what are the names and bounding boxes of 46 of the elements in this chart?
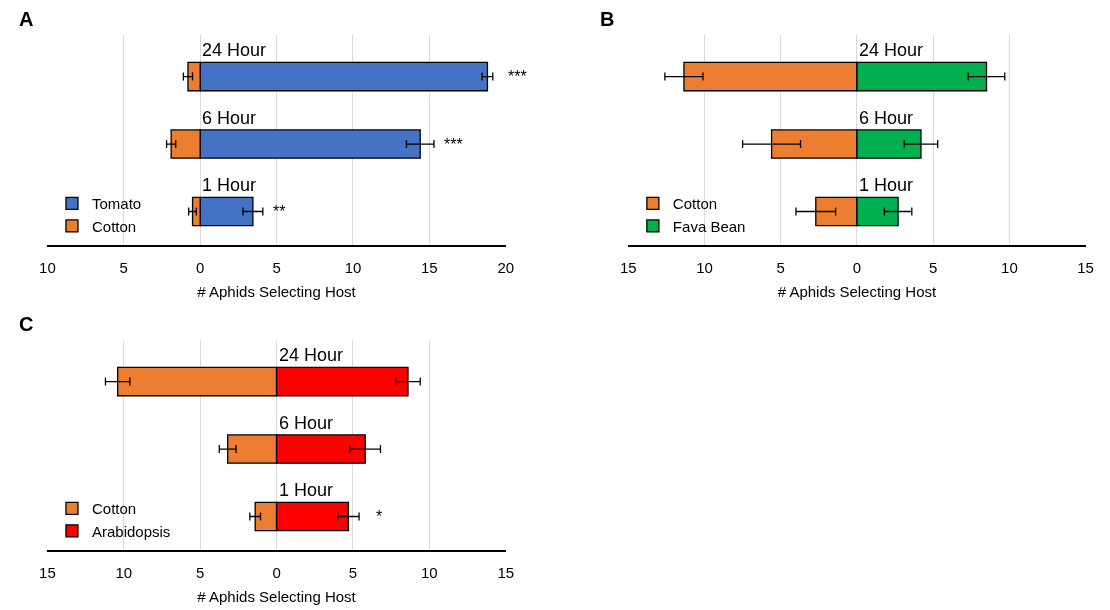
text: *** — [508, 68, 527, 85]
x-tick-label: 0 — [196, 258, 205, 276]
annotation: *** — [444, 136, 463, 153]
x-tick-label: 0 — [852, 258, 862, 276]
category-label: 1 Hour — [279, 480, 334, 500]
legend-label: Cotton — [91, 500, 137, 518]
x-tick-label: 15 — [39, 563, 56, 581]
x-tick-label: 10 — [1001, 258, 1018, 276]
category-label: 24 Hour — [279, 345, 344, 365]
x-tick-label: 10 — [115, 563, 133, 581]
x-tick-label: 10 — [39, 258, 56, 276]
category-label: 1 Hour — [202, 175, 257, 195]
x-tick-label: 5 — [928, 258, 938, 276]
legend-label: Tomato — [91, 195, 142, 213]
category-label: 6 Hour — [859, 108, 914, 128]
category-label: 6 Hour — [202, 108, 257, 128]
category-label: 24 Hour — [859, 40, 924, 60]
x-tick-label: 5 — [196, 563, 205, 581]
legend-label: Cotton — [91, 217, 137, 235]
x-tick-label: 15 — [421, 258, 438, 276]
category-label: 24 Hour — [202, 40, 267, 60]
x-tick-label: 5 — [348, 563, 358, 581]
x-axis-title: # Aphids Selecting Host — [777, 283, 937, 301]
category-label: 1 Hour — [859, 175, 914, 195]
legend-label: Fava Bean — [672, 217, 746, 235]
x-axis-title: # Aphids Selecting Host — [197, 283, 357, 301]
x-tick-label: 5 — [119, 258, 128, 276]
annotation: ** — [273, 203, 286, 220]
legend-label: Arabidopsis — [91, 522, 171, 540]
x-tick-label: 10 — [696, 258, 713, 276]
x-tick-label: 10 — [421, 563, 438, 581]
chart-title: C — [19, 313, 34, 335]
chart-title: B — [600, 8, 615, 30]
x-tick-label: 15 — [619, 258, 637, 276]
x-axis-title: # Aphids Selecting Host — [197, 588, 357, 606]
category-label: 6 Hour — [279, 413, 334, 433]
legend-label: Cotton — [672, 195, 718, 213]
x-tick-label: 15 — [1077, 258, 1094, 276]
x-tick-label: 0 — [272, 563, 281, 581]
x-tick-label: 5 — [776, 258, 785, 276]
chart-title: A — [19, 8, 34, 30]
x-tick-label: 20 — [497, 258, 515, 276]
annotation: * — [376, 508, 383, 525]
x-tick-label: 10 — [344, 258, 362, 276]
x-tick-label: 15 — [497, 563, 515, 581]
x-tick-label: 5 — [272, 258, 281, 276]
